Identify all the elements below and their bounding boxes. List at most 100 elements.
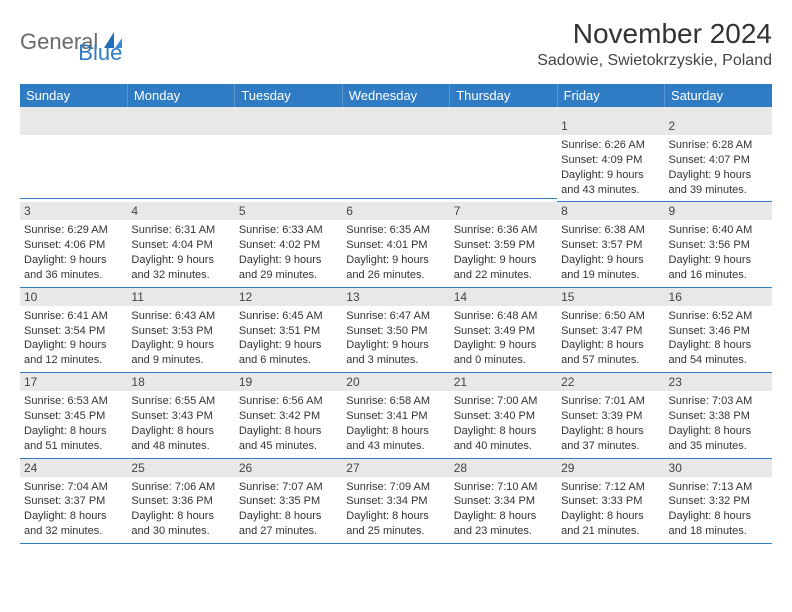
day-header: Sunday (20, 84, 127, 107)
calendar-cell: 6Sunrise: 6:35 AMSunset: 4:01 PMDaylight… (342, 202, 449, 287)
day-number: 2 (665, 117, 772, 135)
day-number (20, 117, 127, 135)
day-number: 8 (557, 202, 664, 220)
calendar-cell: 4 Sunrise: 6:31 AMSunset: 4:04 PMDaylight… (127, 202, 234, 287)
day-number: 30 (665, 459, 772, 477)
day-number: 21 (450, 373, 557, 391)
day-number: 27 (342, 459, 449, 477)
day-number (342, 117, 449, 135)
calendar-cell: 14 Sunrise: 6:48 AMSunset: 3:49 PMDayligh… (450, 288, 557, 373)
calendar-cell: 20Sunrise: 6:58 AMSunset: 3:41 PMDayligh… (342, 373, 449, 458)
day-info: Sunrise: 6:33 AMSunset: 4:02 PMDaylight:… (239, 223, 338, 282)
day-number: 12 (235, 288, 342, 306)
calendar-cell: 17Sunrise: 6:53 AMSunset: 3:45 PMDayligh… (20, 373, 127, 458)
day-number (235, 117, 342, 135)
day-number: 9 (665, 202, 772, 220)
calendar-cell: 22 Sunrise: 7:01 AMSunset: 3:39 PMDayligh… (557, 373, 664, 458)
day-info: Sunrise: 6:28 AMSunset: 4:07 PMDaylight:… (669, 138, 768, 197)
day-number: 5 (235, 202, 342, 220)
day-info: Sunrise: 6:47 AMSunset: 3:50 PMDaylight:… (346, 309, 445, 368)
day-number: 20 (342, 373, 449, 391)
day-info: Sunrise: 6:53 AMSunset: 3:45 PMDaylight:… (24, 394, 123, 453)
day-header: Thursday (450, 84, 557, 107)
header-spacer-row (20, 107, 772, 117)
day-header: Monday (127, 84, 234, 107)
day-info (131, 138, 230, 194)
calendar-cell: 21 Sunrise: 7:00 AMSunset: 3:40 PMDayligh… (450, 373, 557, 458)
day-number: 18 (127, 373, 234, 391)
day-info: Sunrise: 7:09 AMSunset: 3:34 PMDaylight:… (346, 480, 445, 539)
calendar-cell: 8 Sunrise: 6:38 AMSunset: 3:57 PMDaylight… (557, 202, 664, 287)
calendar-cell (342, 117, 449, 202)
day-info (239, 138, 338, 194)
day-info: Sunrise: 6:31 AMSunset: 4:04 PMDaylight:… (131, 223, 230, 282)
day-info: Sunrise: 7:00 AMSunset: 3:40 PMDaylight:… (454, 394, 553, 453)
day-info: Sunrise: 6:55 AMSunset: 3:43 PMDaylight:… (131, 394, 230, 453)
day-info: Sunrise: 6:45 AMSunset: 3:51 PMDaylight:… (239, 309, 338, 368)
calendar-cell: 29 Sunrise: 7:12 AMSunset: 3:33 PMDayligh… (557, 459, 664, 544)
day-number: 7 (450, 202, 557, 220)
calendar-week-row: 1Sunrise: 6:26 AMSunset: 4:09 PMDaylight… (20, 117, 772, 202)
day-number: 14 (450, 288, 557, 306)
calendar-cell (450, 117, 557, 202)
day-info: Sunrise: 7:10 AMSunset: 3:34 PMDaylight:… (454, 480, 553, 539)
day-number: 6 (342, 202, 449, 220)
day-info: Sunrise: 6:40 AMSunset: 3:56 PMDaylight:… (669, 223, 768, 282)
day-number (450, 117, 557, 135)
day-header: Tuesday (235, 84, 342, 107)
day-info: Sunrise: 6:29 AMSunset: 4:06 PMDaylight:… (24, 223, 123, 282)
day-info: Sunrise: 7:07 AMSunset: 3:35 PMDaylight:… (239, 480, 338, 539)
calendar-cell: 2 Sunrise: 6:28 AMSunset: 4:07 PMDaylight… (665, 117, 772, 202)
calendar-header-row: SundayMondayTuesdayWednesdayThursdayFrid… (20, 84, 772, 107)
calendar-week-row: 17Sunrise: 6:53 AMSunset: 3:45 PMDayligh… (20, 373, 772, 458)
calendar-cell: 9 Sunrise: 6:40 AMSunset: 3:56 PMDaylight… (665, 202, 772, 287)
day-info: Sunrise: 7:13 AMSunset: 3:32 PMDaylight:… (669, 480, 768, 539)
day-info: Sunrise: 6:50 AMSunset: 3:47 PMDaylight:… (561, 309, 660, 368)
day-info: Sunrise: 7:06 AMSunset: 3:36 PMDaylight:… (131, 480, 230, 539)
day-info: Sunrise: 6:48 AMSunset: 3:49 PMDaylight:… (454, 309, 553, 368)
logo-text-blue: Blue (78, 40, 122, 66)
day-number: 28 (450, 459, 557, 477)
calendar-table: SundayMondayTuesdayWednesdayThursdayFrid… (20, 84, 772, 544)
calendar-week-row: 10Sunrise: 6:41 AMSunset: 3:54 PMDayligh… (20, 288, 772, 373)
calendar-cell: 28 Sunrise: 7:10 AMSunset: 3:34 PMDayligh… (450, 459, 557, 544)
calendar-cell: 27 Sunrise: 7:09 AMSunset: 3:34 PMDayligh… (342, 459, 449, 544)
calendar-week-row: 3 Sunrise: 6:29 AMSunset: 4:06 PMDaylight… (20, 202, 772, 287)
day-info: Sunrise: 7:04 AMSunset: 3:37 PMDaylight:… (24, 480, 123, 539)
logo: General Blue (20, 18, 122, 66)
day-number: 29 (557, 459, 664, 477)
day-info: Sunrise: 7:12 AMSunset: 3:33 PMDaylight:… (561, 480, 660, 539)
day-info: Sunrise: 6:38 AMSunset: 3:57 PMDaylight:… (561, 223, 660, 282)
day-number: 22 (557, 373, 664, 391)
day-info: Sunrise: 6:36 AMSunset: 3:59 PMDaylight:… (454, 223, 553, 282)
calendar-cell: 7 Sunrise: 6:36 AMSunset: 3:59 PMDaylight… (450, 202, 557, 287)
day-header: Wednesday (342, 84, 449, 107)
day-info: Sunrise: 6:56 AMSunset: 3:42 PMDaylight:… (239, 394, 338, 453)
calendar-cell: 16Sunrise: 6:52 AMSunset: 3:46 PMDayligh… (665, 288, 772, 373)
day-header: Friday (557, 84, 664, 107)
day-number: 10 (20, 288, 127, 306)
day-info (346, 138, 445, 194)
location-subtitle: Sadowie, Swietokrzyskie, Poland (537, 52, 772, 70)
calendar-cell: 24Sunrise: 7:04 AMSunset: 3:37 PMDayligh… (20, 459, 127, 544)
day-info: Sunrise: 6:43 AMSunset: 3:53 PMDaylight:… (131, 309, 230, 368)
day-number: 19 (235, 373, 342, 391)
day-info: Sunrise: 7:03 AMSunset: 3:38 PMDaylight:… (669, 394, 768, 453)
calendar-cell: 10Sunrise: 6:41 AMSunset: 3:54 PMDayligh… (20, 288, 127, 373)
day-number: 13 (342, 288, 449, 306)
day-number: 3 (20, 202, 127, 220)
day-number: 23 (665, 373, 772, 391)
day-number: 26 (235, 459, 342, 477)
day-number: 4 (127, 202, 234, 220)
day-info (24, 138, 123, 194)
calendar-cell: 25 Sunrise: 7:06 AMSunset: 3:36 PMDayligh… (127, 459, 234, 544)
day-header: Saturday (665, 84, 772, 107)
day-info (454, 138, 553, 194)
day-info: Sunrise: 7:01 AMSunset: 3:39 PMDaylight:… (561, 394, 660, 453)
calendar-cell: 26 Sunrise: 7:07 AMSunset: 3:35 PMDayligh… (235, 459, 342, 544)
day-number: 15 (557, 288, 664, 306)
calendar-cell: 3 Sunrise: 6:29 AMSunset: 4:06 PMDaylight… (20, 202, 127, 287)
calendar-cell: 23 Sunrise: 7:03 AMSunset: 3:38 PMDayligh… (665, 373, 772, 458)
calendar-cell: 18 Sunrise: 6:55 AMSunset: 3:43 PMDayligh… (127, 373, 234, 458)
day-number: 25 (127, 459, 234, 477)
